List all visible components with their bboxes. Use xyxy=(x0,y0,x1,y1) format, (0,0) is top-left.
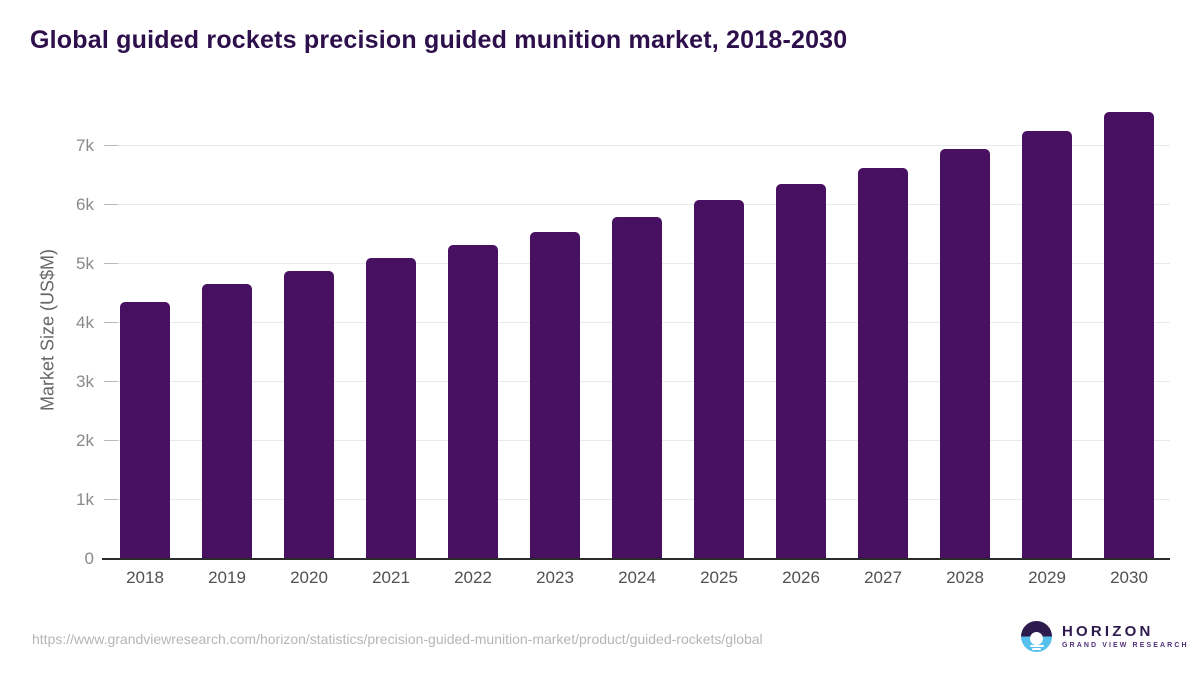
x-tick-label: 2022 xyxy=(454,568,492,587)
y-tick-mark xyxy=(104,499,118,501)
x-tick-label: 2018 xyxy=(126,568,164,587)
y-tick-mark xyxy=(104,381,118,383)
bar-2027 xyxy=(858,167,908,559)
bar-2020 xyxy=(284,271,334,559)
bar-2024 xyxy=(612,216,662,559)
wave-icon xyxy=(1029,644,1044,647)
x-tick-label: 2019 xyxy=(208,568,246,587)
bar-slot xyxy=(514,100,596,559)
bar-2028 xyxy=(940,148,990,559)
x-tick-labels: 2018 2019 2020 2021 2022 2023 2024 2025 2026 2027… xyxy=(104,568,1170,588)
y-tick-mark xyxy=(104,263,118,265)
y-tick-label: 4k xyxy=(76,313,94,332)
bar-slot xyxy=(1006,100,1088,559)
y-tick-label: 2k xyxy=(76,431,94,450)
bar-2019 xyxy=(202,284,252,559)
x-tick-label: 2029 xyxy=(1028,568,1066,587)
source-url: https://www.grandviewresearch.com/horizo… xyxy=(32,631,763,647)
bar-slot xyxy=(268,100,350,559)
x-tick-label: 2024 xyxy=(618,568,656,587)
bar-2022 xyxy=(448,244,498,559)
bar-slot xyxy=(432,100,514,559)
bar-slot xyxy=(678,100,760,559)
logo-text: HORIZON GRAND VIEW RESEARCH xyxy=(1062,623,1189,650)
bars-container xyxy=(104,100,1170,559)
y-tick-mark xyxy=(104,145,118,147)
bar-2018 xyxy=(120,301,170,559)
sun-icon xyxy=(1030,632,1043,645)
y-tick-mark xyxy=(104,322,118,324)
bar-slot xyxy=(596,100,678,559)
bar-slot xyxy=(1088,100,1170,559)
bar-2023 xyxy=(530,231,580,559)
y-tick-label: 3k xyxy=(76,372,94,391)
logo-title: HORIZON xyxy=(1062,623,1154,640)
logo-subtitle: GRAND VIEW RESEARCH xyxy=(1062,642,1189,649)
bar-slot xyxy=(842,100,924,559)
bar-2021 xyxy=(366,258,416,559)
y-tick-label: 6k xyxy=(76,195,94,214)
x-tick-label: 2028 xyxy=(946,568,984,587)
x-tick-label: 2027 xyxy=(864,568,902,587)
y-tick-label: 7k xyxy=(76,136,94,156)
gridline xyxy=(104,145,1170,147)
x-axis-line xyxy=(102,558,1170,560)
bar-slot xyxy=(924,100,1006,559)
bar-2026 xyxy=(776,184,826,559)
x-tick-label: 2030 xyxy=(1110,568,1148,587)
wave-icon xyxy=(1032,648,1041,650)
y-tick-mark xyxy=(104,204,118,206)
gridline xyxy=(104,204,1170,206)
bar-slot xyxy=(350,100,432,559)
bar-2025 xyxy=(694,200,744,559)
y-tick-label: 5k xyxy=(76,254,94,273)
bar-2030 xyxy=(1104,111,1154,559)
chart-title: Global guided rockets precision guided m… xyxy=(30,26,848,54)
bar-slot xyxy=(104,100,186,559)
horizon-logo: HORIZON GRAND VIEW RESEARCH xyxy=(1021,621,1189,652)
x-tick-label: 2025 xyxy=(700,568,738,587)
y-tick-mark xyxy=(104,440,118,442)
plot-area xyxy=(102,100,1170,560)
y-tick-label: 1k xyxy=(76,490,94,509)
bar-2029 xyxy=(1022,130,1072,559)
x-tick-label: 2023 xyxy=(536,568,574,587)
x-tick-label: 2026 xyxy=(782,568,820,587)
bar-slot xyxy=(760,100,842,559)
x-tick-label: 2021 xyxy=(372,568,410,587)
x-tick-label: 2020 xyxy=(290,568,328,587)
y-tick-label: 0 xyxy=(84,549,94,568)
horizon-logo-icon xyxy=(1021,621,1052,652)
bar-slot xyxy=(186,100,268,559)
